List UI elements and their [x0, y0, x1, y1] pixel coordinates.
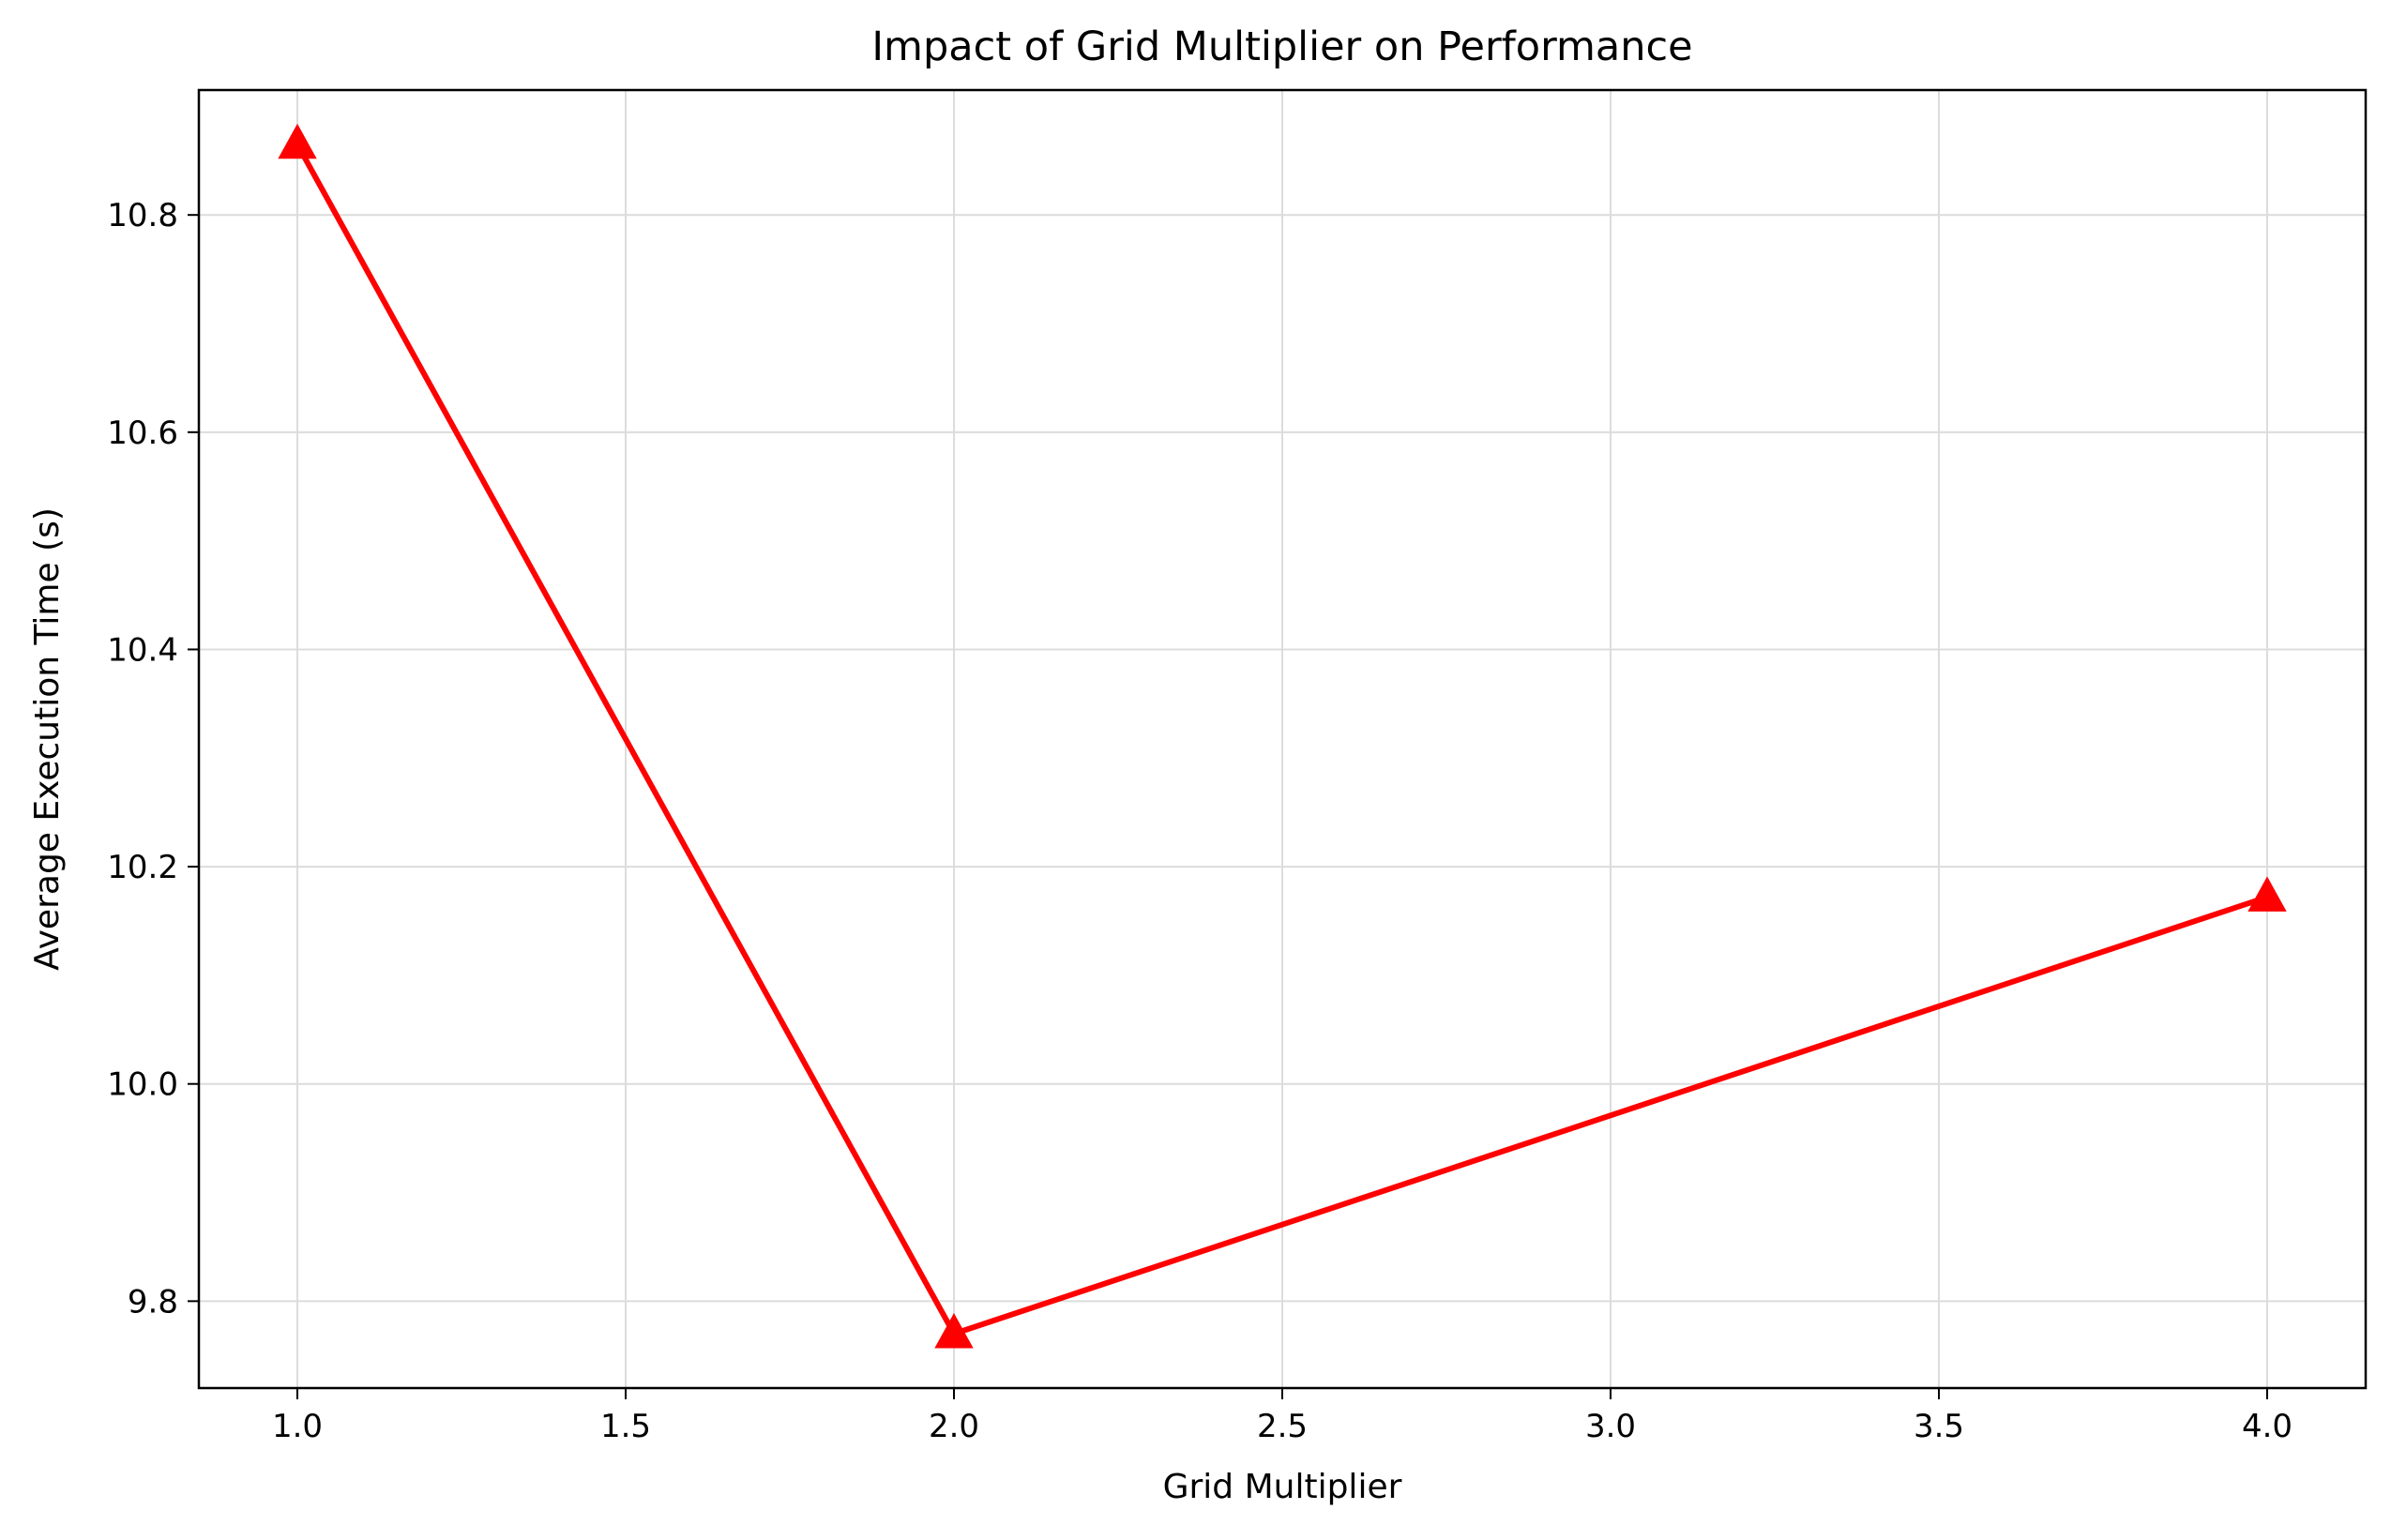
series-layer — [278, 123, 2287, 1349]
x-tick-label: 1.0 — [272, 1408, 323, 1445]
grid-layer — [199, 90, 2366, 1388]
y-tick-label: 10.6 — [107, 415, 178, 452]
x-tick-label: 1.5 — [600, 1408, 651, 1445]
x-tick-label: 2.0 — [929, 1408, 979, 1445]
x-tick-label: 3.5 — [1914, 1408, 1964, 1445]
y-tick-label: 10.0 — [107, 1066, 178, 1104]
x-tick-label: 3.0 — [1585, 1408, 1636, 1445]
data-point-marker — [2247, 876, 2287, 912]
x-axis-label: Grid Multiplier — [1163, 1468, 1402, 1506]
y-tick-label: 10.2 — [107, 849, 178, 886]
y-tick-label: 10.4 — [107, 631, 178, 669]
y-axis-label: Average Execution Time (s) — [28, 507, 67, 971]
chart-title: Impact of Grid Multiplier on Performance — [871, 23, 1692, 70]
data-point-marker — [934, 1313, 974, 1349]
x-tick-label: 4.0 — [2242, 1408, 2293, 1445]
data-point-marker — [278, 123, 317, 159]
y-tick-label: 9.8 — [128, 1283, 178, 1321]
y-tick-label: 10.8 — [107, 197, 178, 234]
x-tick-label: 2.5 — [1257, 1408, 1308, 1445]
tick-layer: 1.0 1.5 2.0 2.5 3.0 3.5 4.0 9.8 10.0 10.2 10.4 10.6… — [107, 197, 2293, 1445]
